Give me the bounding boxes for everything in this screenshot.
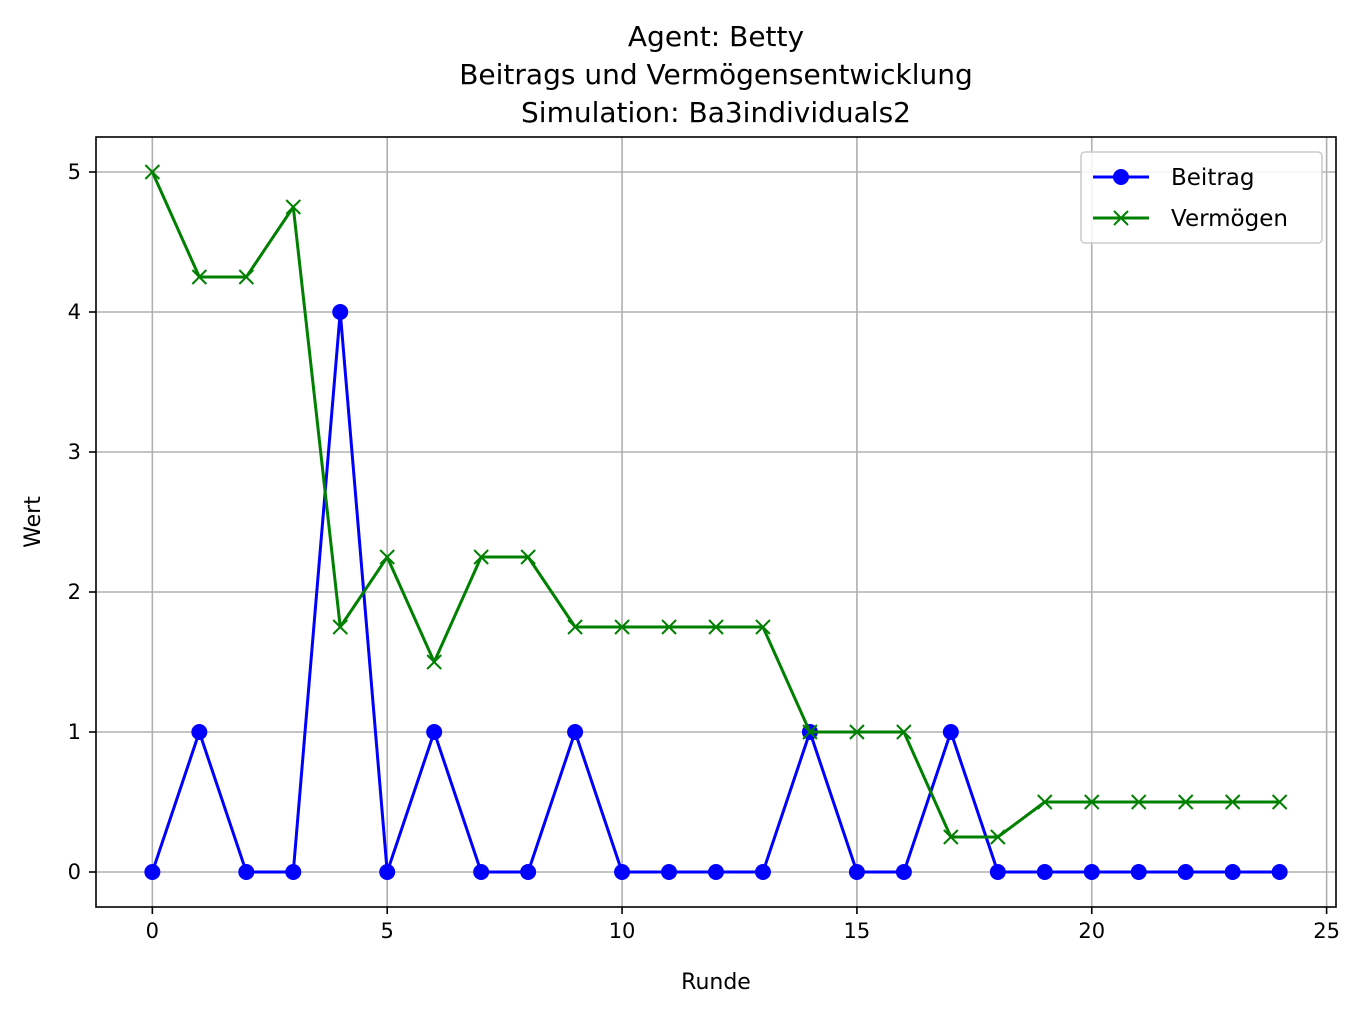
data-point	[614, 864, 631, 880]
x-axis-label: Runde	[681, 970, 751, 995]
data-point	[661, 864, 678, 880]
x-tick-label: 15	[844, 919, 871, 943]
data-point	[708, 864, 724, 880]
data-point	[191, 269, 208, 285]
data-point	[990, 829, 1006, 845]
data-point	[1271, 794, 1288, 810]
y-tick-label: 3	[68, 440, 81, 464]
data-point	[989, 864, 1006, 880]
y-tick-label: 2	[68, 580, 81, 604]
x-tick-label: 5	[381, 919, 394, 943]
data-point	[614, 619, 630, 635]
data-point	[1224, 864, 1241, 880]
x-tick-label: 20	[1078, 919, 1105, 943]
legend-entry: Vermögen	[1093, 206, 1288, 232]
data-point	[1130, 864, 1147, 880]
data-point	[332, 304, 349, 320]
data-point	[942, 724, 959, 740]
title-line-1: Agent: Betty	[628, 20, 804, 53]
data-point	[848, 864, 865, 880]
legend-entry: Beitrag	[1093, 165, 1255, 191]
data-point	[1036, 864, 1053, 880]
legend-label: Vermögen	[1171, 206, 1288, 232]
legend: Beitrag Vermögen	[1080, 151, 1323, 244]
plot-frame	[95, 136, 1337, 908]
data-point	[1177, 794, 1194, 810]
data-point	[238, 269, 255, 285]
data-point	[191, 724, 208, 740]
data-point	[1271, 864, 1288, 880]
data-point	[1037, 794, 1053, 810]
y-axis-label: Wert	[21, 496, 46, 548]
data-point	[755, 619, 771, 635]
data-point	[567, 724, 584, 740]
legend-marker	[1113, 210, 1129, 226]
grid	[96, 137, 1336, 907]
data-point	[943, 829, 959, 845]
x-tick-label: 10	[609, 919, 636, 943]
y-tick-label: 0	[68, 860, 81, 884]
chart-title: Agent: Betty Beitrags und Vermögensentwi…	[459, 20, 973, 129]
series-line	[150, 171, 1280, 839]
data-point	[238, 864, 255, 880]
data-point	[661, 619, 677, 635]
data-point	[1177, 864, 1194, 880]
data-point	[332, 619, 348, 635]
series-2	[144, 164, 1288, 845]
data-point	[1131, 794, 1147, 810]
data-point	[379, 864, 396, 880]
data-point	[895, 864, 912, 880]
data-point	[285, 199, 301, 215]
data-point	[849, 724, 865, 740]
data-point	[144, 864, 161, 880]
data-point	[896, 724, 912, 740]
data-point	[285, 864, 302, 880]
data-point	[708, 619, 724, 635]
data-point	[520, 549, 536, 565]
data-point	[426, 724, 443, 740]
legend-marker	[1113, 169, 1129, 185]
data-point	[802, 724, 818, 740]
data-point	[754, 864, 771, 880]
series-group	[144, 164, 1288, 880]
y-tick-label: 4	[68, 300, 81, 324]
title-line-2: Beitrags und Vermögensentwicklung	[459, 58, 973, 91]
data-point	[1224, 794, 1241, 810]
data-point	[520, 864, 537, 880]
y-tick-label: 1	[68, 720, 81, 744]
data-point	[473, 549, 489, 565]
data-point	[426, 654, 442, 670]
legend-box	[1080, 151, 1323, 244]
data-point	[1084, 794, 1100, 810]
x-tick-label: 0	[146, 919, 159, 943]
y-tick-label: 5	[68, 160, 81, 184]
data-point	[473, 864, 490, 880]
title-line-3: Simulation: Ba3individuals2	[521, 96, 911, 129]
legend-label: Beitrag	[1171, 165, 1255, 191]
data-point	[1083, 864, 1100, 880]
x-tick-label: 25	[1313, 919, 1340, 943]
data-point	[144, 164, 161, 180]
data-point	[567, 619, 583, 635]
axis-ticks: 0 5 10 15 20 25 0 1 2 3 4 5	[68, 160, 1340, 943]
data-point	[379, 549, 395, 565]
